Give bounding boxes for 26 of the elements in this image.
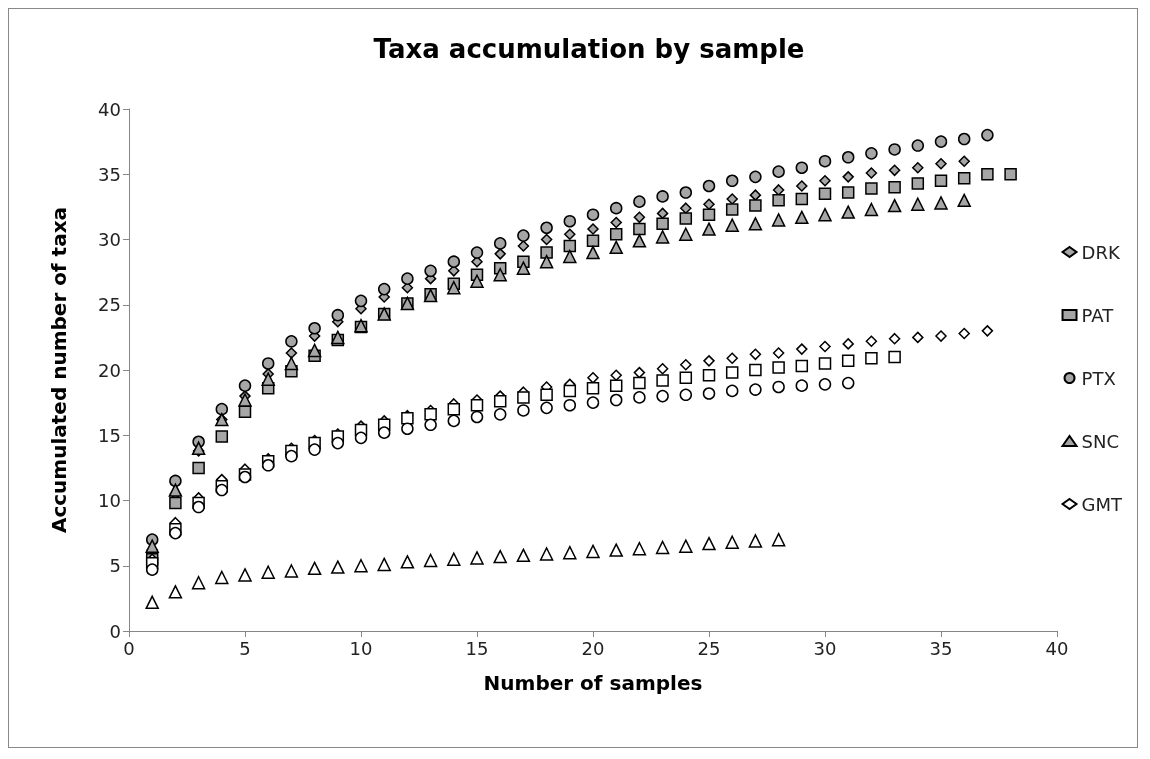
x-tick-label: 10 [349,637,373,659]
x-tick-label: 15 [465,637,489,659]
y-axis-title: Accumulated number of taxa [47,206,71,534]
x-tick-label: 40 [1045,637,1069,659]
x-tick-label: 20 [581,637,605,659]
y-tick-label: 10 [98,490,121,511]
y-tick-label: 35 [98,163,121,185]
y-tick-label: 30 [98,229,121,250]
x-axis-title: Number of samples [483,671,703,695]
y-tick-label: 0 [109,620,121,642]
x-tick-label: 0 [123,637,135,659]
y-tick-label: 25 [98,294,121,316]
legend-label: PTX [1081,367,1116,389]
y-tick-label: 40 [98,98,121,120]
x-tick-label: 30 [813,637,837,659]
x-tick-label: 5 [239,637,251,659]
legend-label: SNC [1081,430,1119,452]
y-tick-label: 20 [98,359,121,381]
x-tick-label: 35 [929,637,953,659]
y-tick-label: 5 [109,555,121,577]
chart-title: Taxa accumulation by sample [373,34,805,64]
x-tick-label: 25 [697,637,721,659]
y-tick-label: 15 [98,424,121,446]
legend-label: GMT [1081,493,1123,515]
legend-label: PAT [1081,304,1115,326]
legend-label: DRK [1081,241,1121,263]
